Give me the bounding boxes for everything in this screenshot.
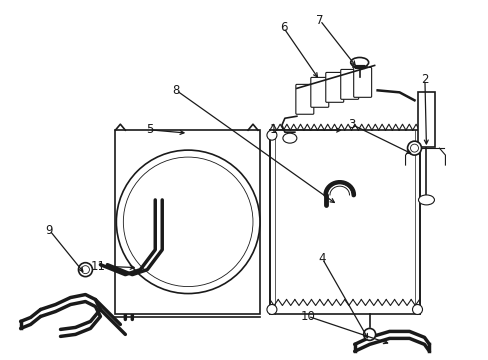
Ellipse shape (418, 195, 433, 205)
Ellipse shape (407, 141, 421, 155)
Text: 4: 4 (318, 252, 325, 265)
Text: 6: 6 (279, 21, 286, 34)
Text: 1: 1 (269, 123, 277, 136)
Circle shape (266, 305, 276, 315)
Text: 8: 8 (172, 84, 180, 97)
Bar (115, 130, 260, 315)
Circle shape (266, 130, 276, 140)
Text: 5: 5 (145, 123, 153, 136)
Circle shape (412, 305, 422, 315)
Circle shape (81, 266, 89, 274)
Bar (269, 130, 419, 315)
FancyBboxPatch shape (353, 67, 371, 97)
Text: 10: 10 (300, 310, 315, 323)
FancyBboxPatch shape (340, 69, 358, 99)
Text: 11: 11 (91, 260, 105, 273)
FancyBboxPatch shape (295, 84, 313, 114)
Ellipse shape (410, 144, 418, 152)
Bar (417, 92, 435, 147)
Ellipse shape (283, 133, 296, 143)
Ellipse shape (350, 58, 368, 67)
Text: 7: 7 (316, 14, 323, 27)
Circle shape (78, 263, 92, 276)
Text: 9: 9 (45, 224, 53, 237)
Text: 3: 3 (347, 118, 355, 131)
Circle shape (363, 328, 375, 340)
FancyBboxPatch shape (310, 77, 328, 107)
Circle shape (123, 157, 252, 287)
Text: 2: 2 (420, 73, 428, 86)
FancyBboxPatch shape (325, 72, 343, 102)
Circle shape (116, 150, 260, 293)
